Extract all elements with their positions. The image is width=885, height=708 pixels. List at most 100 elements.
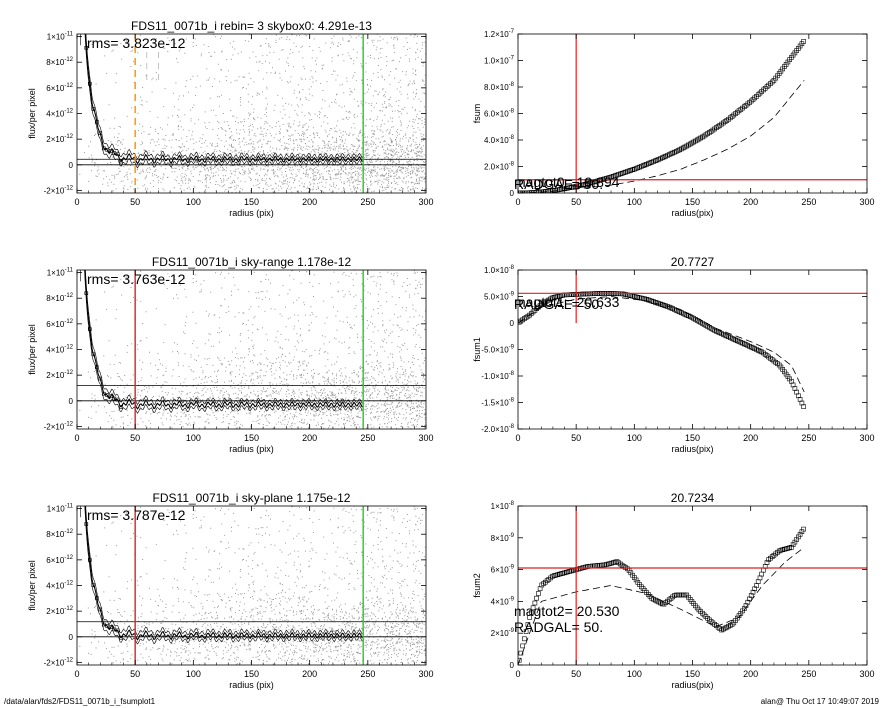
left-bottom-scatter-points — [79, 506, 426, 665]
left-middle-xtick-label: 150 — [244, 433, 259, 443]
left-bottom-xtick-label: 0 — [74, 669, 79, 679]
left-top-ytick-label: -2×10-12 — [44, 185, 74, 195]
left-top-ytick-label: 8×10-12 — [46, 57, 73, 67]
right-bottom-fsum-marker — [527, 614, 532, 620]
right-top-ytick-label: 1.0×10-7 — [484, 56, 515, 66]
left-middle-ytick-label: 1×10-11 — [47, 268, 74, 278]
panel-left-middle: rms= 3.763e-12 0 50 100 150 200 250 300 1×10-11 8… — [27, 255, 434, 454]
right-bottom-fsum-marker — [532, 600, 538, 606]
left-middle-xtick-label: 100 — [186, 433, 201, 443]
left-top-profile-marker — [119, 159, 124, 164]
right-bottom-fsum-marker — [796, 534, 801, 540]
left-bottom-profile-marker — [105, 624, 110, 628]
right-middle-title: 20.7727 — [671, 255, 715, 269]
left-bottom-profile-marker — [94, 596, 99, 600]
right-middle-ylabel: fsum1 — [472, 337, 482, 362]
left-middle-profile-marker — [119, 405, 124, 409]
panel-left-bottom: rms= 3.787e-12 0 50 100 150 200 250 300 1×10-11 8… — [27, 491, 434, 690]
right-middle-magtot-label: magtot1= 20.633 — [514, 294, 620, 310]
left-top-xtick-label: 250 — [360, 197, 375, 207]
right-bottom-xtick-label: 300 — [859, 669, 874, 679]
left-bottom-title: FDS11_0071b_i sky-plane 1.175e-12 — [153, 491, 351, 505]
right-bottom-fsum-marker — [696, 607, 702, 613]
right-middle-fsum-marker — [801, 404, 806, 409]
right-bottom-ylabel: fsum2 — [472, 573, 482, 598]
left-top-profile-line — [80, 34, 364, 169]
left-top-profile-line — [85, 34, 364, 160]
left-top-ytick-label: 2×10-12 — [46, 134, 73, 144]
left-middle-profile-marker — [112, 396, 117, 401]
right-top-fsum-marker — [618, 171, 623, 177]
left-middle-profile-marker — [98, 376, 103, 381]
left-bottom-ylabel: flux/per pixel — [27, 560, 37, 611]
left-bottom-xtick-label: 150 — [244, 669, 259, 679]
right-bottom-ytick-label: 0 — [510, 661, 515, 670]
right-bottom-fsum-marker — [782, 546, 787, 552]
left-middle-ytick-label: -2×10-12 — [44, 421, 74, 431]
right-middle-ytick-label: -1.0×10-8 — [481, 371, 514, 381]
left-bottom-profile-line — [85, 506, 364, 637]
right-middle-xtick-label: 300 — [859, 433, 874, 443]
left-bottom-ytick-label: 8×10-12 — [46, 529, 73, 539]
right-bottom-ytick-label: 6×10-9 — [491, 565, 515, 575]
right-top-ytick-label: 6.0×10-8 — [484, 109, 515, 119]
left-bottom-xtick-label: 200 — [302, 669, 317, 679]
right-bottom-fsum-marker — [761, 567, 766, 573]
right-bottom-title: 20.7234 — [671, 491, 715, 505]
right-bottom-fsum-marker — [801, 526, 806, 532]
right-top-xtick-label: 0 — [515, 197, 520, 207]
right-top-ytick-label: 0 — [510, 189, 515, 198]
left-top-xtick-label: 50 — [130, 197, 140, 207]
right-bottom-fsum-marker — [529, 610, 534, 615]
left-bottom-profile-marker — [91, 583, 96, 587]
right-bottom-xtick-label: 100 — [627, 669, 642, 679]
right-middle-fsum-marker — [522, 316, 527, 321]
left-bottom-ytick-label: 0 — [69, 633, 74, 642]
right-bottom-ytick-label: 1×10-8 — [491, 501, 515, 511]
right-bottom-fsum-marker — [625, 566, 630, 572]
left-middle-ytick-label: 2×10-12 — [46, 370, 73, 380]
right-middle-fsum-marker — [789, 378, 794, 384]
left-bottom-profile-marker — [115, 628, 120, 633]
right-bottom-plot-area — [518, 506, 867, 665]
left-top-profile-marker — [105, 148, 110, 152]
right-top-xtick-label: 100 — [627, 197, 642, 207]
right-bottom-fsum-marker — [530, 605, 536, 611]
left-top-ytick-label: 6×10-12 — [46, 83, 73, 93]
left-top-profile-marker — [108, 149, 113, 153]
right-top-ytick-label: 4.0×10-8 — [484, 135, 515, 145]
left-top-ytick-label: 0 — [69, 161, 74, 170]
left-bottom-ytick-label: 2×10-12 — [46, 606, 73, 616]
right-top-xtick-label: 50 — [571, 197, 581, 207]
right-bottom-fsum-marker — [710, 620, 716, 626]
left-middle-xtick-label: 300 — [418, 433, 433, 443]
right-top-fsum-marker — [703, 132, 709, 138]
right-top-fsum-marker — [710, 127, 716, 133]
left-bottom-xlabel: radius (pix) — [229, 680, 274, 690]
left-top-profile-marker — [101, 146, 106, 151]
right-top-fsum-markers — [518, 39, 806, 193]
right-top-fsum-marker — [792, 50, 798, 56]
left-top-ytick-label: 1×10-11 — [47, 32, 74, 42]
right-top-fsum-marker — [611, 174, 616, 179]
right-bottom-fsum-marker — [525, 622, 531, 627]
left-top-xtick-label: 150 — [244, 197, 259, 207]
right-middle-fsum-marker — [532, 307, 538, 313]
left-top-rms-label: rms= 3.823e-12 — [87, 35, 186, 51]
left-middle-xtick-label: 0 — [74, 433, 79, 443]
right-bottom-fsum-marker — [759, 571, 765, 577]
left-bottom-profile-line — [80, 506, 364, 641]
left-middle-rms-label: rms= 3.763e-12 — [87, 271, 186, 287]
right-top-ytick-label: 1.2×10-7 — [484, 29, 515, 39]
left-middle-profile-marker — [105, 393, 110, 397]
left-middle-ylabel: flux/per pixel — [27, 324, 37, 375]
left-top-profile-marker — [84, 46, 89, 50]
left-top-xtick-label: 300 — [418, 197, 433, 207]
right-bottom-xtick-label: 250 — [801, 669, 816, 679]
left-bottom-xtick-label: 100 — [186, 669, 201, 679]
right-top-xtick-label: 200 — [743, 197, 758, 207]
left-middle-profile-line — [85, 270, 364, 406]
left-middle-pixel-scatter — [79, 270, 426, 429]
